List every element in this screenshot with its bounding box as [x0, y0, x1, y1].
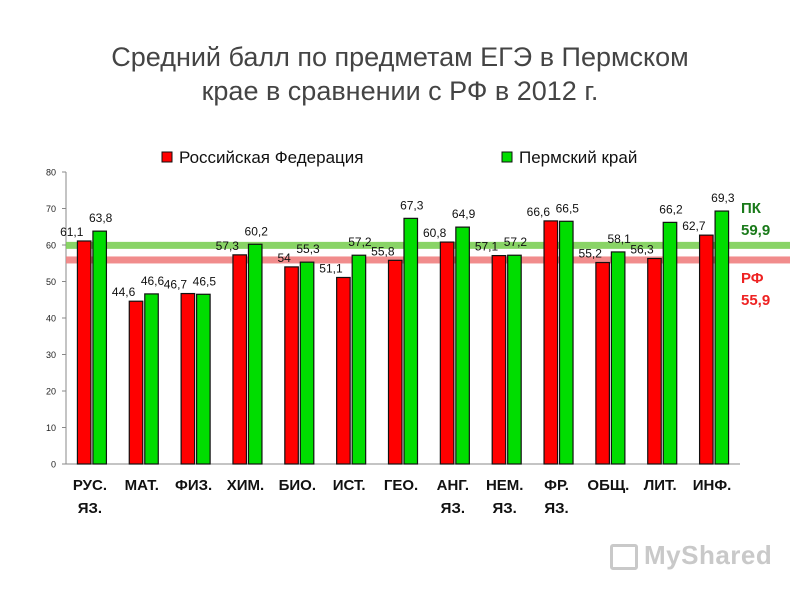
x-category-label: ИНФ.	[693, 477, 732, 494]
x-category-label: ФР.	[544, 477, 569, 494]
x-category-label: ЯЗ.	[78, 500, 102, 517]
reference-label-rf-name: РФ	[741, 270, 764, 287]
bar-pk	[144, 293, 159, 465]
legend-label-pk: Пермский край	[519, 148, 637, 167]
x-category-label: РУС.	[73, 477, 107, 494]
data-label-pk: 55,3	[296, 242, 320, 256]
data-label-rf: 46,7	[164, 278, 188, 292]
data-label-pk: 57,2	[504, 235, 528, 249]
monitor-icon	[610, 544, 638, 570]
data-label-pk: 67,3	[400, 198, 424, 212]
x-category-label: ЯЗ.	[441, 500, 465, 517]
legend-swatch-rf	[161, 151, 173, 163]
bar-pk	[247, 243, 263, 465]
legend-label-rf: Российская Федерация	[179, 148, 363, 167]
bar-pk	[403, 217, 419, 465]
data-label-rf: 44,6	[112, 285, 136, 299]
bar-rf	[595, 261, 610, 465]
data-label-pk: 66,2	[659, 202, 683, 216]
data-label-rf: 60,8	[423, 226, 447, 240]
reference-label-pk-name: ПК	[741, 200, 762, 217]
data-label-rf: 55,2	[579, 247, 603, 261]
data-label-rf: 54	[277, 251, 291, 265]
data-label-rf: 57,1	[475, 240, 499, 254]
data-label-pk: 46,5	[193, 274, 217, 288]
y-tick-label: 70	[46, 204, 56, 214]
y-tick-label: 40	[46, 314, 56, 324]
bar-pk	[455, 226, 470, 465]
y-tick-label: 80	[46, 168, 56, 178]
bar-rf	[543, 220, 559, 465]
data-label-rf: 62,7	[682, 219, 706, 233]
data-label-pk: 46,6	[141, 274, 165, 288]
y-tick-label: 0	[51, 460, 56, 470]
y-tick-label: 20	[46, 387, 56, 397]
y-tick-label: 10	[46, 423, 56, 433]
data-label-pk: 58,1	[607, 232, 631, 246]
data-label-rf: 57,3	[216, 239, 240, 253]
reference-band-rf	[66, 256, 790, 264]
bar-pk	[662, 221, 678, 465]
data-label-pk: 60,2	[245, 224, 269, 238]
data-label-rf: 55,8	[371, 244, 395, 258]
bar-rf	[387, 259, 403, 465]
data-label-pk: 66,5	[556, 201, 580, 215]
bar-pk	[507, 254, 522, 465]
reference-band-pk	[66, 241, 790, 249]
chart-title-line-1: Средний балл по предметам ЕГЭ в Пермском	[111, 42, 689, 72]
bar-rf	[647, 257, 662, 465]
bar-pk	[610, 251, 626, 465]
y-tick-label: 30	[46, 350, 56, 360]
bar-rf	[698, 234, 714, 465]
y-tick-label: 50	[46, 277, 56, 287]
y-tick-label: 60	[46, 241, 56, 251]
reference-label-pk-value: 59,9	[741, 222, 770, 239]
bar-pk	[558, 220, 574, 465]
x-category-label: ОБЩ.	[587, 477, 629, 494]
x-category-label: МАТ.	[125, 477, 159, 494]
x-category-label: АНГ.	[437, 477, 469, 494]
legend-swatch-pk	[501, 151, 513, 163]
chart-title: Средний балл по предметам ЕГЭ в Пермском…	[0, 40, 800, 108]
x-category-label: ФИЗ.	[175, 477, 212, 494]
bar-rf	[76, 240, 92, 465]
x-category-label: ЯЗ.	[544, 500, 568, 517]
x-category-label: БИО.	[279, 477, 316, 494]
data-label-rf: 66,6	[527, 205, 551, 219]
bar-pk	[196, 293, 211, 465]
data-label-pk: 57,2	[348, 235, 372, 249]
data-label-pk: 64,9	[452, 207, 476, 221]
data-label-rf: 51,1	[319, 261, 343, 275]
bar-rf	[336, 276, 351, 465]
x-category-label: НЕМ.	[486, 477, 524, 494]
chart-title-line-2: крае в сравнении с РФ в 2012 г.	[201, 76, 599, 106]
x-category-label: ИСТ.	[333, 477, 366, 494]
x-category-label: ЯЗ.	[493, 500, 517, 517]
data-label-rf: 61,1	[60, 225, 84, 239]
bar-rf	[128, 300, 144, 465]
data-label-rf: 56,3	[630, 243, 654, 257]
bar-rf	[232, 254, 248, 465]
watermark-text: MyShared	[644, 540, 773, 570]
bar-pk	[714, 210, 730, 465]
data-label-pk: 69,3	[711, 191, 735, 205]
reference-label-rf-value: 55,9	[741, 292, 770, 309]
data-label-pk: 63,8	[89, 211, 113, 225]
x-category-label: ЛИТ.	[644, 477, 677, 494]
bar-rf	[491, 254, 507, 465]
bar-rf	[180, 292, 196, 465]
bar-pk	[299, 261, 315, 465]
bar-pk	[351, 254, 367, 465]
bar-rf	[439, 241, 455, 465]
bar-rf	[284, 266, 299, 465]
bar-pk	[92, 230, 108, 465]
x-category-label: ХИМ.	[227, 477, 264, 494]
watermark-logo: MyShared	[610, 540, 772, 571]
x-category-label: ГЕО.	[384, 477, 418, 494]
